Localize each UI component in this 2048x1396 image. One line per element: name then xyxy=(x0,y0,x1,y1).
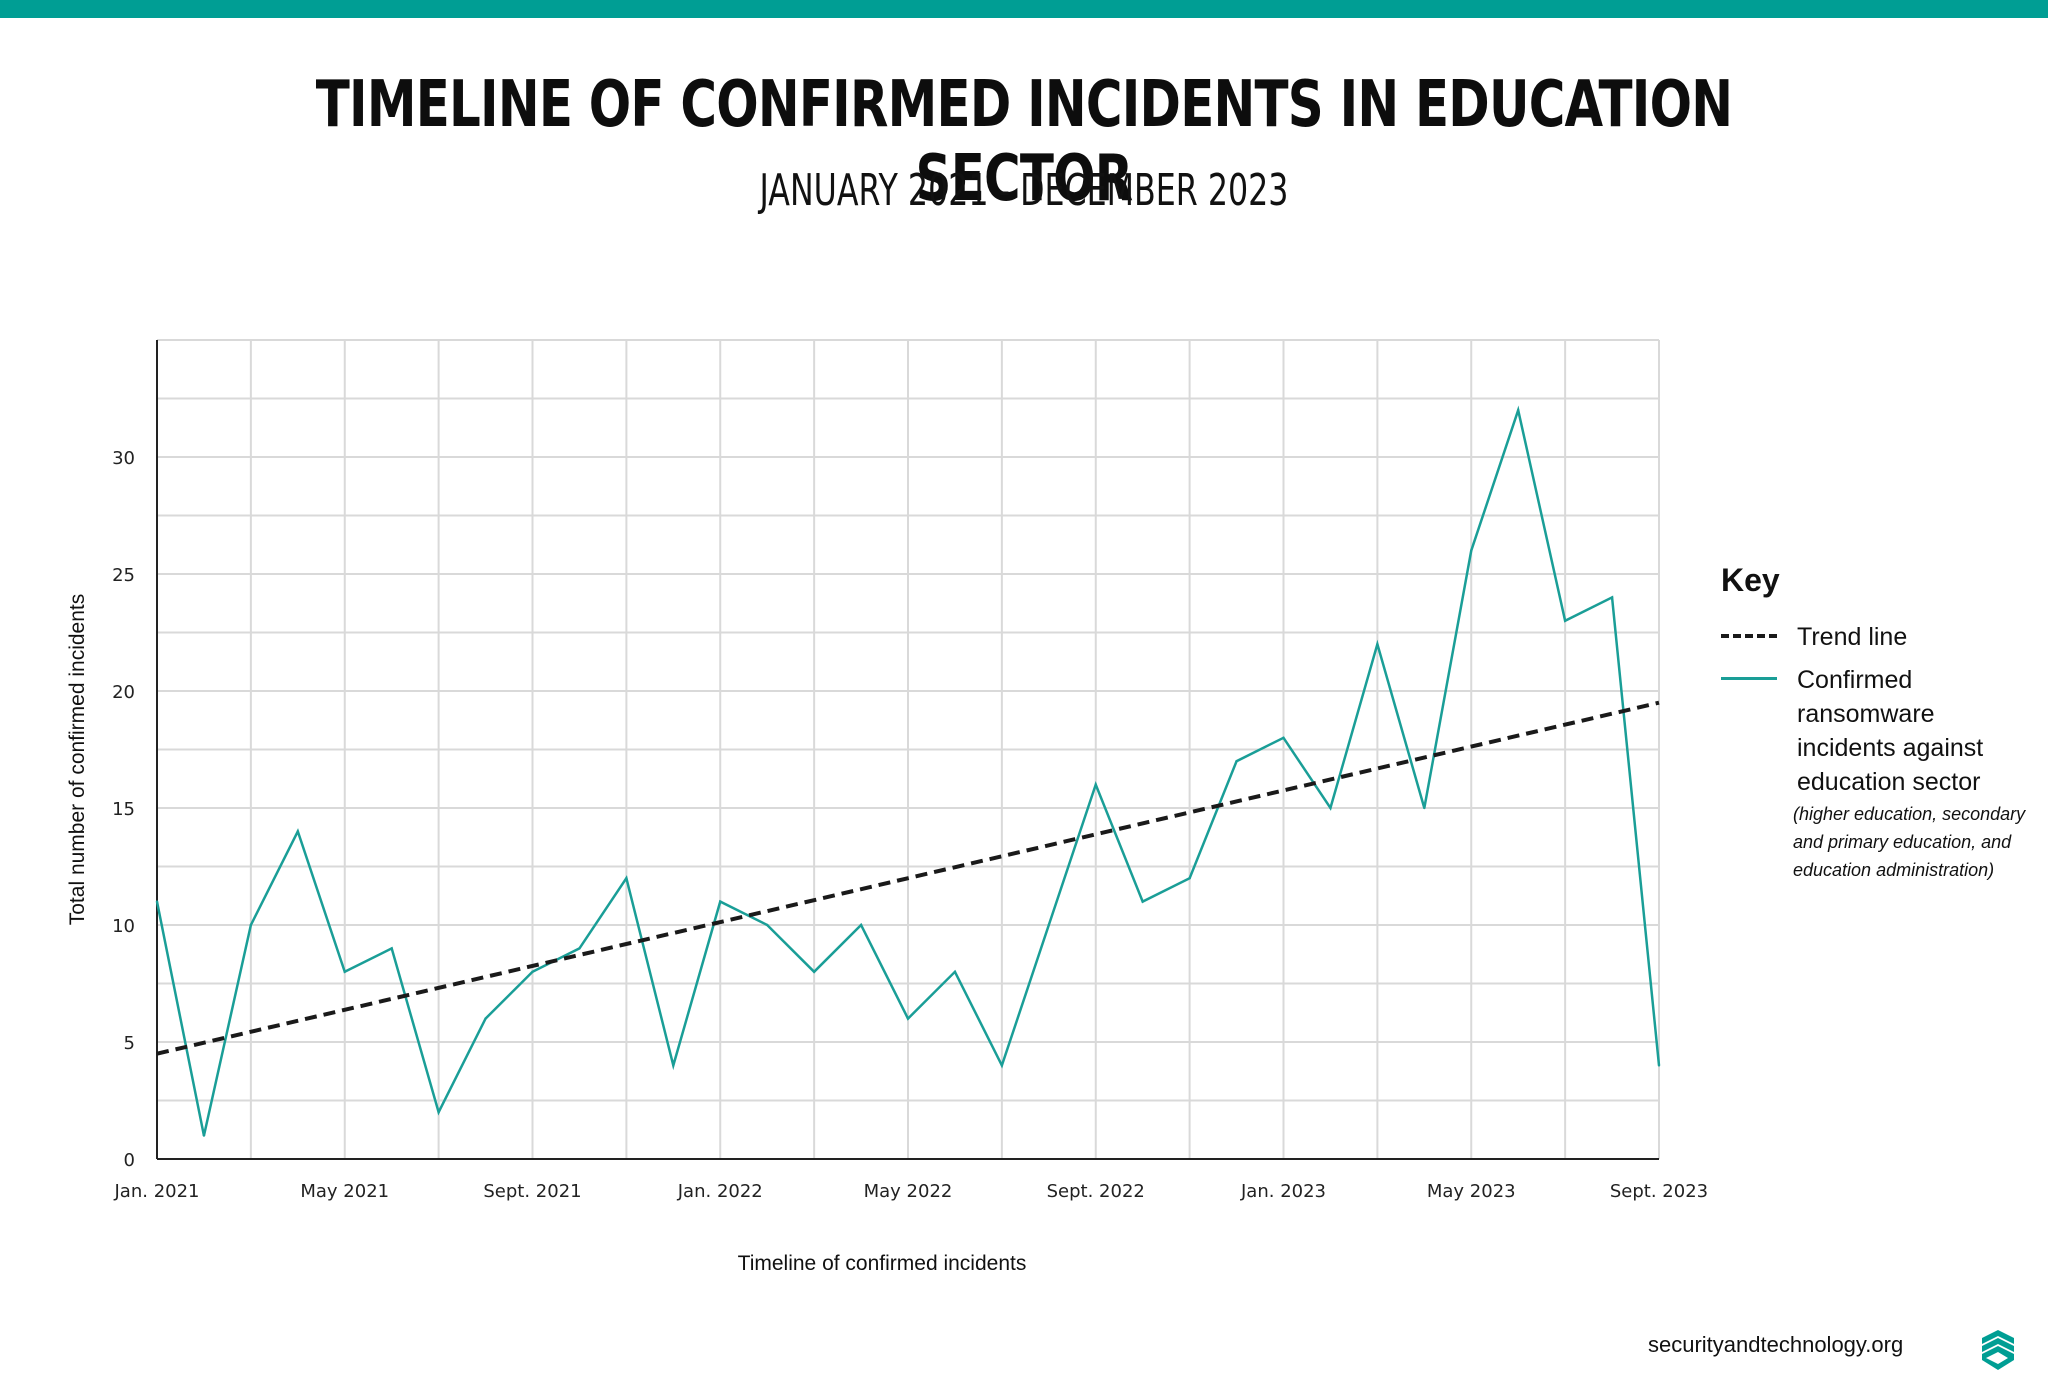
y-tick-label: 0 xyxy=(124,1150,135,1171)
legend-note: (higher education, secondary and primary… xyxy=(1793,804,2026,880)
data-point xyxy=(296,830,300,833)
data-point xyxy=(1329,806,1332,810)
shield-logo-icon xyxy=(1982,1330,2014,1370)
data-point xyxy=(155,900,159,903)
trend-line xyxy=(156,700,1660,1056)
y-tick-label: 10 xyxy=(112,916,135,937)
x-tick-label: Sept. 2022 xyxy=(1047,1181,1145,1202)
y-tick-label: 30 xyxy=(112,448,135,469)
data-point xyxy=(1188,877,1191,880)
legend-label-series: Confirmed ransomware incidents against e… xyxy=(1797,666,1984,796)
x-tick-label: May 2022 xyxy=(864,1181,953,1202)
data-point xyxy=(531,970,534,973)
y-tick-label: 25 xyxy=(112,565,135,586)
data-point xyxy=(1423,806,1426,810)
data-point xyxy=(343,970,346,973)
data-point xyxy=(202,1134,206,1137)
data-point xyxy=(719,900,722,903)
x-tick-label: Sept. 2023 xyxy=(1610,1181,1708,1202)
chart-subtitle: JANUARY 2021 - DECEMBER 2023 xyxy=(759,165,1289,216)
data-point xyxy=(1000,1064,1004,1067)
data-point xyxy=(249,923,253,927)
y-tick-label: 5 xyxy=(124,1033,135,1054)
data-point xyxy=(812,970,816,973)
data-point xyxy=(1516,409,1520,412)
data-point xyxy=(1094,783,1097,786)
x-tick-label: Jan. 2023 xyxy=(1240,1181,1326,1202)
y-axis-title: Total number of confirmed incidents xyxy=(66,594,89,926)
data-point xyxy=(1610,596,1614,599)
legend-item-series: Confirmed ransomware incidents against e… xyxy=(1721,663,2037,799)
chart-title: TIMELINE OF CONFIRMED INCIDENTS IN EDUCA… xyxy=(315,68,1733,216)
data-point xyxy=(765,923,769,927)
data-point xyxy=(859,923,863,927)
data-point xyxy=(1282,736,1285,739)
data-point xyxy=(1047,923,1051,927)
data-point xyxy=(1470,549,1473,552)
x-axis-title: Timeline of confirmed incidents xyxy=(738,1252,1027,1275)
data-point xyxy=(484,1017,487,1020)
data-point xyxy=(1563,619,1567,622)
data-point xyxy=(578,947,581,950)
legend-label-trend: Trend line xyxy=(1797,623,1908,651)
y-tick-label: 20 xyxy=(112,682,135,703)
data-point xyxy=(437,1111,440,1114)
data-point xyxy=(906,1017,910,1020)
x-tick-label: Jan. 2022 xyxy=(677,1181,763,1202)
y-tick-label: 15 xyxy=(112,799,135,820)
data-point xyxy=(1235,760,1238,763)
data-point xyxy=(625,877,628,880)
x-tick-label: Sept. 2021 xyxy=(483,1181,581,1202)
legend-title: Key xyxy=(1721,562,1780,598)
data-point xyxy=(672,1064,675,1067)
top-accent-bar xyxy=(0,0,2048,18)
legend-swatch-trend xyxy=(1721,634,1777,638)
x-tick-label: May 2021 xyxy=(300,1181,389,1202)
data-point xyxy=(390,947,393,950)
data-point xyxy=(1657,1064,1661,1067)
data-point xyxy=(953,970,957,973)
legend-item-trend: Trend line xyxy=(1721,620,2037,654)
data-point xyxy=(1376,643,1379,646)
legend-swatch-series xyxy=(1721,677,1777,680)
x-tick-label: May 2023 xyxy=(1427,1181,1516,1202)
x-tick-label: Jan. 2021 xyxy=(114,1181,200,1202)
footer-url: securityandtechnology.org xyxy=(1648,1332,1904,1357)
data-point xyxy=(1141,900,1144,903)
